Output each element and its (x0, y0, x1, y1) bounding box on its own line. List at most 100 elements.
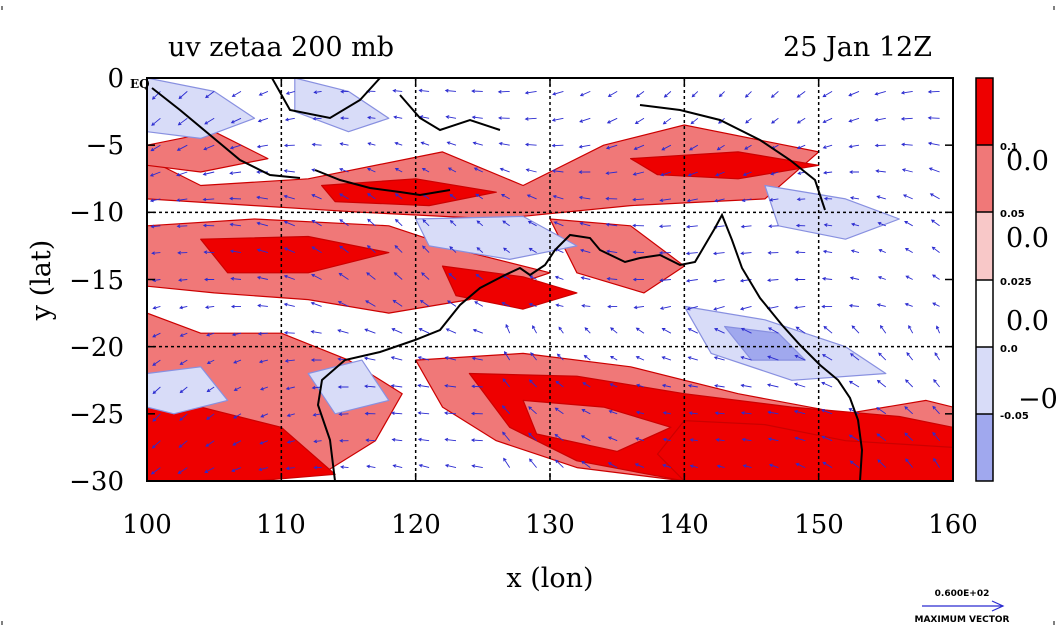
wind-vector-71 (446, 141, 457, 146)
colorbar-overflow-1: 0.0 (1006, 146, 1049, 177)
wind-vector-155 (283, 220, 295, 227)
wind-vector-7 (340, 89, 349, 94)
colorbar-swatch-5 (976, 347, 993, 414)
wind-vector-60 (150, 144, 161, 152)
wind-vector-215 (283, 274, 295, 280)
wind-vector-4 (258, 90, 269, 96)
wind-vector-84 (796, 144, 806, 150)
wind-vector-14 (524, 90, 537, 95)
wind-vector-429 (392, 464, 403, 469)
wind-vector-153 (229, 222, 242, 227)
wind-vector-427 (340, 465, 349, 469)
vorticity-region-16 (415, 215, 578, 260)
wind-vector-121 (176, 198, 188, 202)
wind-vector-17 (607, 91, 618, 97)
wind-vector-18 (635, 91, 645, 98)
wind-vector-133 (500, 194, 510, 200)
wind-vector-166 (579, 221, 591, 227)
wind-vector-275 (283, 330, 295, 335)
wind-vector-260 (686, 305, 698, 311)
wind-vector-207 (878, 248, 886, 254)
wind-vector-407 (607, 436, 618, 442)
wind-vector-176 (850, 222, 860, 227)
wind-vector-135 (552, 194, 564, 200)
wind-vector-368 (364, 411, 376, 416)
wind-vector-85 (822, 144, 833, 149)
wind-vector-119 (928, 167, 940, 173)
wind-vector-193 (503, 247, 510, 253)
wind-vector-415 (821, 435, 833, 442)
wind-vector-80 (688, 144, 699, 151)
wind-vector-413 (767, 437, 779, 442)
colorbar-swatch-4 (976, 280, 993, 347)
wind-vector-157 (339, 219, 349, 227)
wind-vector-404 (528, 432, 537, 442)
wind-vector-91 (176, 171, 188, 177)
wind-vector-201 (712, 251, 725, 256)
x-tick-130: 130 (525, 510, 575, 540)
wind-vector-194 (528, 247, 537, 253)
wind-vector-75 (551, 143, 564, 148)
colorbar-swatch-6 (976, 414, 993, 481)
wind-vector-387 (876, 407, 887, 415)
wind-vector-169 (658, 224, 671, 229)
wind-vector-163 (502, 220, 510, 227)
wind-vector-65 (283, 143, 295, 148)
wind-vector-115 (823, 170, 833, 175)
wind-vector-313 (503, 351, 511, 361)
wind-vector-13 (497, 90, 510, 94)
wind-vector-151 (176, 224, 188, 229)
wind-vector-363 (233, 413, 242, 419)
wind-vector-29 (927, 89, 940, 94)
wind-vector-346 (582, 382, 591, 388)
wind-vector-158 (367, 218, 376, 227)
wind-vector-109 (660, 171, 672, 177)
wind-vector-352 (740, 383, 752, 388)
wind-vector-250 (419, 299, 430, 307)
wind-vector-410 (689, 438, 698, 442)
wind-vector-389 (932, 405, 940, 415)
wind-vector-394 (259, 440, 269, 445)
wind-vector-272 (206, 332, 215, 337)
wind-vector-403 (502, 431, 511, 441)
wind-vector-241 (179, 305, 188, 310)
wind-vector-183 (229, 249, 242, 254)
wind-vector-310 (417, 356, 430, 361)
wind-vector-412 (741, 437, 752, 442)
wind-vector-446 (849, 460, 860, 468)
wind-vector-417 (876, 433, 887, 442)
wind-vector-332 (206, 386, 215, 393)
wind-vector-388 (904, 406, 914, 415)
wind-vector-331 (179, 386, 188, 394)
wind-vector-98 (366, 167, 376, 173)
wind-vector-62 (203, 144, 215, 151)
wind-vector-34 (257, 117, 269, 123)
y-tick-minus15: −15 (69, 266, 124, 296)
wind-vector-377 (608, 410, 618, 415)
wind-vector-338 (364, 384, 376, 389)
chart-title: uv zetaa 200 mb (168, 32, 394, 63)
wind-vector-382 (740, 411, 752, 415)
wind-vector-304 (258, 359, 269, 364)
colorbar-overflow-4: −0. (1018, 384, 1058, 415)
wind-vector-255 (555, 303, 564, 308)
wind-vector-214 (256, 275, 268, 280)
wind-vector-300 (152, 359, 161, 366)
wind-vector-24 (796, 91, 806, 98)
wind-vector-145 (823, 196, 833, 201)
wind-vector-362 (206, 413, 215, 420)
x-tick-100: 100 (122, 510, 172, 540)
axis-ticks (146, 77, 954, 482)
wind-vector-329 (934, 352, 940, 361)
wind-vector-361 (179, 413, 188, 421)
wind-vector-199 (658, 251, 671, 255)
wind-vector-43 (498, 116, 510, 120)
wind-vector-63 (229, 144, 242, 150)
colorbar-swatch-3 (976, 212, 993, 280)
wind-vector-212 (204, 277, 215, 282)
wind-vector-309 (390, 356, 403, 361)
wind-vector-234 (794, 277, 806, 282)
wind-vector-66 (311, 142, 322, 147)
wind-vector-261 (713, 305, 725, 311)
wind-vector-365 (286, 413, 295, 418)
